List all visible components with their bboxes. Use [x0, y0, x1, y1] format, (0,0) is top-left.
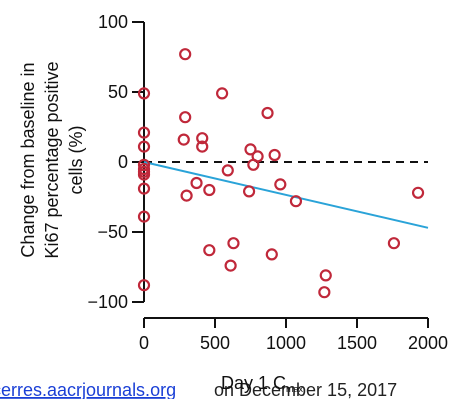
- y-tick-label: −100: [87, 292, 128, 312]
- data-points: [137, 48, 425, 299]
- data-point: [137, 279, 151, 292]
- data-point: [244, 143, 257, 156]
- y-axis-title: Change from baseline in Ki67 percentage …: [18, 61, 86, 258]
- data-point: [387, 237, 401, 250]
- data-point: [251, 150, 264, 163]
- data-point: [190, 176, 203, 190]
- x-axis-title-main: Day 1 C: [221, 373, 286, 393]
- y-axis-title-line-3: cells (%): [66, 125, 86, 194]
- data-point: [274, 178, 287, 191]
- data-point: [411, 186, 425, 199]
- trend-line: [143, 161, 429, 229]
- data-point: [137, 87, 151, 100]
- y-tick-label: 50: [108, 82, 128, 102]
- data-point: [137, 182, 151, 195]
- y-axis: 100 50 0 −50 −100: [87, 12, 145, 312]
- data-point: [289, 195, 303, 208]
- data-point: [227, 237, 240, 250]
- data-point: [242, 185, 256, 198]
- data-point: [196, 140, 209, 153]
- data-point: [203, 244, 216, 257]
- data-point: [224, 259, 237, 272]
- y-tick-label: 0: [118, 152, 128, 172]
- y-axis-title-line-1: Change from baseline in: [18, 62, 38, 257]
- data-point: [261, 106, 274, 120]
- x-tick-label: 1000: [266, 333, 306, 353]
- data-point: [203, 183, 216, 197]
- x-axis: 0 500 1000 1500 2000: [139, 317, 448, 353]
- x-tick-label: 0: [139, 333, 149, 353]
- y-tick-label: −50: [97, 222, 128, 242]
- y-tick-label: 100: [98, 12, 128, 32]
- x-axis-title: Day 1 Cmax: [221, 373, 304, 394]
- footer-link[interactable]: cerres.aacrjournals.org: [0, 380, 176, 399]
- data-point: [180, 189, 193, 202]
- data-point: [179, 111, 192, 124]
- x-axis-title-subscript: max: [286, 384, 304, 394]
- data-point: [265, 248, 278, 261]
- x-tick-label: 2000: [408, 333, 448, 353]
- x-tick-label: 1500: [337, 333, 377, 353]
- data-point: [137, 126, 151, 139]
- data-point: [221, 164, 234, 177]
- data-point: [196, 132, 209, 145]
- data-point: [319, 269, 332, 282]
- data-point: [137, 210, 151, 223]
- y-axis-title-line-2: Ki67 percentage positive: [42, 61, 62, 258]
- data-point: [216, 87, 229, 100]
- data-point: [137, 140, 151, 153]
- data-point: [177, 133, 190, 146]
- data-point: [268, 148, 281, 162]
- x-tick-label: 500: [200, 333, 230, 353]
- footer-text: on December 15, 2017: [214, 380, 397, 399]
- data-point: [137, 168, 151, 181]
- data-point: [318, 286, 331, 299]
- data-point: [179, 48, 192, 61]
